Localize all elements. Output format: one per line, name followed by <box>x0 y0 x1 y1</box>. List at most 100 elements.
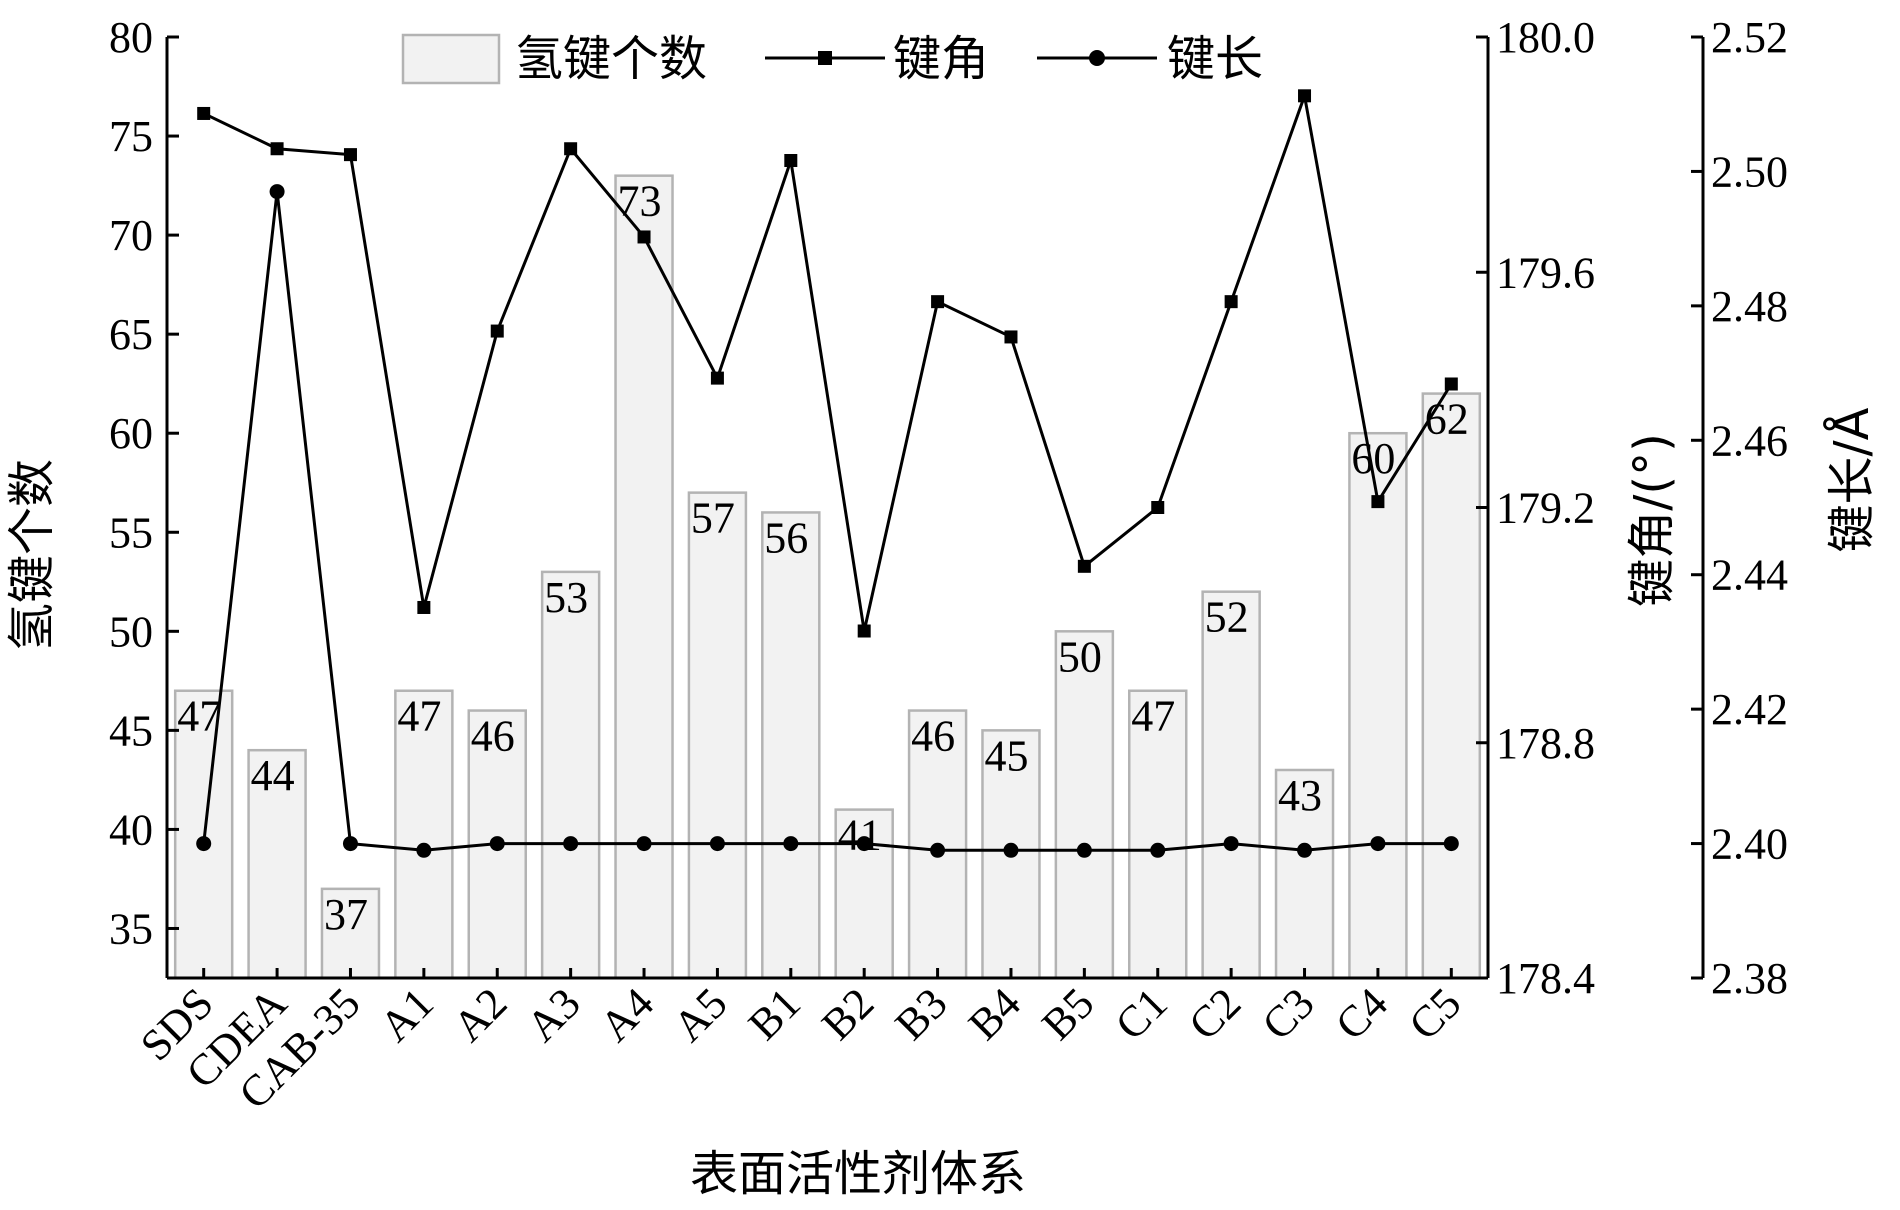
left-tick-label: 65 <box>109 310 153 359</box>
bar-data-label: 44 <box>251 751 295 800</box>
line-marker <box>417 600 431 614</box>
left-tick-label: 55 <box>109 508 153 557</box>
legend-label-length: 键长 <box>1167 31 1263 87</box>
line-marker <box>1370 836 1386 852</box>
bar <box>1348 431 1408 980</box>
bar-data-label: 57 <box>691 494 735 543</box>
legend-label-bars: 氢键个数 <box>515 31 707 87</box>
x-tick-label: C2 <box>1179 978 1250 1049</box>
bar <box>761 511 821 980</box>
left-tick-label: 35 <box>109 904 153 953</box>
left-tick-label: 40 <box>109 805 153 854</box>
series-line <box>203 90 1453 632</box>
bar <box>1201 590 1261 980</box>
line-marker <box>710 371 724 385</box>
bar-data-label: 37 <box>324 890 368 939</box>
x-axis-title: 表面活性剂体系 <box>690 1146 1026 1202</box>
right1-tick-label: 179.2 <box>1496 484 1595 533</box>
left-tick-label: 50 <box>109 607 153 656</box>
line-marker <box>1297 842 1313 858</box>
line-marker <box>1077 559 1091 573</box>
left-tick-label: 45 <box>109 706 153 755</box>
x-tick-label: B2 <box>812 978 883 1049</box>
right2-axis-title: 键长/Å <box>1823 407 1880 552</box>
right1-tick-label: 178.8 <box>1496 719 1595 768</box>
bar-data-label: 52 <box>1205 593 1249 642</box>
series-line <box>202 191 1452 852</box>
bar-data-label: 45 <box>984 731 1028 780</box>
x-tick-label: C1 <box>1106 978 1177 1049</box>
line-marker <box>709 836 725 852</box>
bar-data-label: 47 <box>177 692 221 741</box>
line-marker <box>783 836 799 852</box>
bar-data-label: 43 <box>1278 771 1322 820</box>
left-tick-label: 70 <box>109 211 153 260</box>
line-marker <box>1151 501 1165 514</box>
x-tick-label: C3 <box>1253 978 1324 1049</box>
left-axis-title: 氢键个数 <box>4 459 60 651</box>
line-marker <box>856 836 872 852</box>
bar-data-label: 41 <box>838 811 882 860</box>
bar-data-label: 53 <box>544 573 588 622</box>
x-tick-label: A3 <box>517 978 590 1051</box>
line-marker <box>1224 295 1238 309</box>
line-marker <box>416 842 432 858</box>
bar <box>1274 768 1335 980</box>
line-marker <box>857 624 871 638</box>
x-tick-label: C5 <box>1399 978 1470 1049</box>
bar <box>247 748 307 980</box>
line-marker <box>1076 842 1092 858</box>
bar <box>981 729 1041 980</box>
x-tick-label: C4 <box>1326 978 1397 1049</box>
bar <box>687 491 748 980</box>
right2-tick-label: 2.44 <box>1711 551 1788 600</box>
bar <box>394 689 454 980</box>
x-tick-label: A5 <box>664 978 737 1051</box>
right1-tick-label: 180.0 <box>1496 13 1595 62</box>
left-tick-label: 75 <box>109 112 153 161</box>
left-tick-label: 80 <box>109 13 153 62</box>
line-marker <box>1444 377 1458 391</box>
x-tick-label: A2 <box>444 978 517 1051</box>
bar-data-label: 46 <box>911 712 955 761</box>
line-marker <box>930 842 946 858</box>
right1-tick-label: 178.4 <box>1496 954 1595 1003</box>
right2-tick-label: 2.48 <box>1711 282 1788 331</box>
x-tick-label: B4 <box>959 978 1030 1049</box>
bar <box>1421 392 1482 980</box>
bar <box>1054 630 1115 980</box>
right2-tick-label: 2.46 <box>1711 416 1788 465</box>
line-marker <box>269 184 285 200</box>
bar-data-label: 47 <box>1131 692 1175 741</box>
x-tick-label: B3 <box>886 978 957 1049</box>
line-marker <box>343 148 357 162</box>
bar-data-label: 56 <box>764 513 808 562</box>
legend-circle-marker <box>1089 50 1105 66</box>
right2-tick-label: 2.50 <box>1711 147 1788 196</box>
line-marker <box>563 836 579 852</box>
bar <box>540 570 601 980</box>
bar-data-label: 62 <box>1425 395 1469 444</box>
legend-square-marker <box>818 51 832 65</box>
legend-label-angle: 键角 <box>893 31 989 87</box>
bar-data-label: 73 <box>618 177 662 226</box>
bar-layer <box>173 174 1482 980</box>
line-marker <box>1003 842 1019 858</box>
bar-data-label: 50 <box>1058 632 1102 681</box>
line-marker <box>270 142 284 156</box>
line-marker <box>489 836 505 852</box>
line-marker <box>784 154 798 168</box>
line-marker <box>1298 89 1312 103</box>
right1-axis-title: 键角/(°) <box>1624 433 1680 607</box>
right2-tick-label: 2.38 <box>1711 954 1788 1003</box>
x-tick-label: A4 <box>590 978 663 1051</box>
legend-bar-swatch <box>401 33 501 85</box>
right2-tick-label: 2.52 <box>1711 13 1788 62</box>
legend: 氢键个数 键角 键长 <box>401 31 1263 87</box>
line-marker <box>637 230 651 244</box>
line-marker <box>636 836 652 852</box>
line-marker <box>342 836 358 852</box>
